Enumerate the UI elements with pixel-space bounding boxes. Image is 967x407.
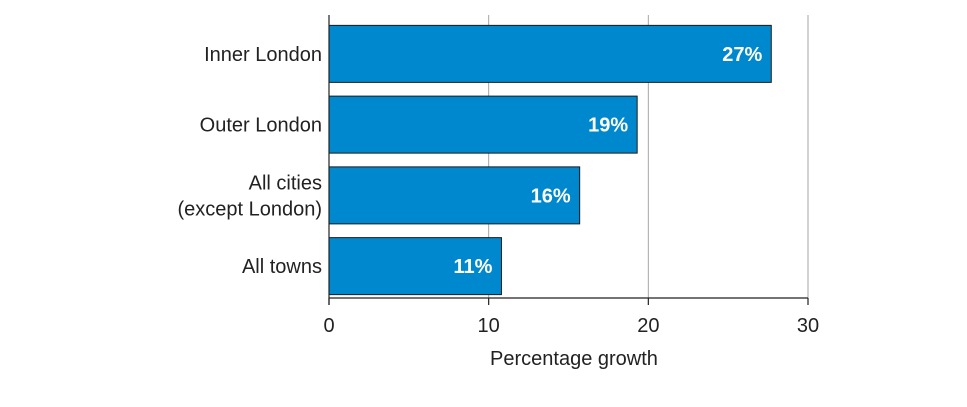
category-label: All towns [242,256,322,278]
category-label: All cities [249,172,322,194]
bar [328,95,638,154]
x-tick-label: 20 [637,315,659,337]
bars: 27% 19% 16% 11% [328,24,772,296]
x-axis-title: Percentage growth [490,348,658,370]
category-labels: Inner London Outer London All cities (excep… [177,44,322,278]
bar [328,24,772,83]
x-tick-label: 10 [478,315,500,337]
data-label: 11% [454,256,493,278]
data-label: 19% [588,115,628,137]
category-label: Outer London [200,115,322,137]
data-label: 16% [531,185,571,207]
x-tick-label: 30 [797,315,819,337]
category-label: (except London) [177,198,322,220]
data-label: 27% [722,44,762,66]
x-axis-ticks: 0 10 20 30 [323,298,819,337]
bar [328,166,581,225]
category-label: Inner London [204,44,322,66]
x-tick-label: 0 [323,315,334,337]
bar [328,237,502,296]
